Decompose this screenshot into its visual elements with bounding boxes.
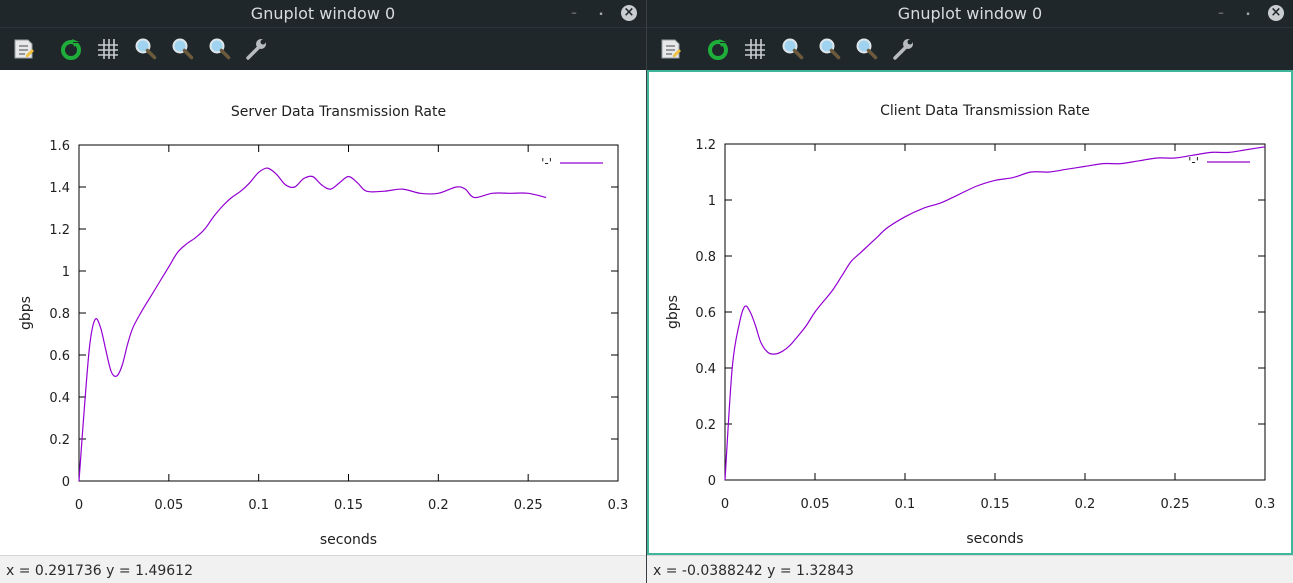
x-tick-label: 0 xyxy=(75,498,83,513)
close-button[interactable]: × xyxy=(621,5,637,21)
y-tick-label: 0.4 xyxy=(695,362,716,377)
window-title: Gnuplot window 0 xyxy=(250,4,396,23)
y-tick-label: 0.4 xyxy=(49,391,70,406)
x-tick-label: 0.05 xyxy=(801,497,830,512)
refresh-icon[interactable] xyxy=(705,36,731,62)
window-titlebar[interactable]: Gnuplot window 0 – ⬝ × xyxy=(647,0,1293,27)
y-tick-label: 0.2 xyxy=(49,433,70,448)
legend-entry-label: '-' xyxy=(541,156,552,170)
y-tick-label: 0.6 xyxy=(695,306,716,321)
replot-icon[interactable] xyxy=(658,36,684,62)
toolbar xyxy=(0,27,646,71)
status-bar: x = -0.0388242 y = 1.32843 xyxy=(647,555,1293,583)
replot-icon[interactable] xyxy=(11,36,37,62)
x-tick-label: 0.15 xyxy=(334,498,363,513)
y-tick-label: 1.2 xyxy=(49,223,70,238)
toolbar xyxy=(647,27,1293,71)
close-button[interactable]: × xyxy=(1268,5,1284,21)
client-rate-chart: Client Data Transmission Rate 0 0.05 0.1 0.1… xyxy=(665,103,1276,547)
x-tick-label: 0.1 xyxy=(248,498,269,513)
chart-title: Server Data Transmission Rate xyxy=(231,104,446,120)
grid-icon[interactable] xyxy=(95,36,121,62)
refresh-icon[interactable] xyxy=(58,36,84,62)
window-title: Gnuplot window 0 xyxy=(897,4,1043,23)
cursor-coordinates: x = 0.291736 y = 1.49612 xyxy=(6,563,193,579)
y-tick-label: 1 xyxy=(62,265,70,280)
y-tick-label: 1.6 xyxy=(49,139,70,154)
window-titlebar[interactable]: Gnuplot window 0 – ⬝ × xyxy=(0,0,646,27)
series-line xyxy=(78,167,547,482)
zoom-previous-icon[interactable] xyxy=(132,36,158,62)
zoom-next-icon[interactable] xyxy=(169,36,195,62)
gnuplot-window-client[interactable]: Gnuplot window 0 – ⬝ × Client Data Trans… xyxy=(647,0,1293,583)
status-bar: x = 0.291736 y = 1.49612 xyxy=(0,555,646,583)
x-axis-label: seconds xyxy=(320,532,377,548)
x-axis-label: seconds xyxy=(966,531,1023,547)
series-line xyxy=(724,146,1266,481)
zoom-next-icon[interactable] xyxy=(816,36,842,62)
chart-title: Client Data Transmission Rate xyxy=(880,103,1090,119)
y-tick-label: 0.6 xyxy=(49,349,70,364)
y-axis-label: gbps xyxy=(18,296,34,330)
maximize-button[interactable]: ⬝ xyxy=(1246,6,1250,20)
settings-wrench-icon[interactable] xyxy=(243,36,269,62)
plot-border xyxy=(724,143,1266,481)
x-tick-label: 0 xyxy=(721,497,729,512)
x-tick-label: 0.2 xyxy=(1075,497,1096,512)
x-tick-label: 0.1 xyxy=(895,497,916,512)
x-tick-label: 0.05 xyxy=(154,498,183,513)
gnuplot-window-server[interactable]: Gnuplot window 0 – ⬝ × Server Data Trans… xyxy=(0,0,646,583)
server-rate-chart: Server Data Transmission Rate 0 0.05 0.1 0.1… xyxy=(18,104,629,548)
maximize-button[interactable]: ⬝ xyxy=(599,6,603,20)
x-tick-label: 0.25 xyxy=(514,498,543,513)
plot-canvas[interactable]: Server Data Transmission Rate 0 0.05 0.1 0.1… xyxy=(0,70,646,555)
y-tick-label: 0 xyxy=(62,475,70,490)
y-tick-label: 0.8 xyxy=(695,250,716,265)
minimize-button[interactable]: – xyxy=(571,6,577,19)
x-tick-label: 0.2 xyxy=(428,498,449,513)
zoom-previous-icon[interactable] xyxy=(779,36,805,62)
y-tick-label: 1.4 xyxy=(49,181,70,196)
x-tick-label: 0.3 xyxy=(608,498,629,513)
x-tick-label: 0.3 xyxy=(1255,497,1276,512)
x-tick-label: 0.25 xyxy=(1161,497,1190,512)
y-tick-label: 1 xyxy=(708,194,716,209)
plot-canvas[interactable]: Client Data Transmission Rate 0 0.05 0.1 0.1… xyxy=(647,70,1293,555)
x-tick-label: 0.15 xyxy=(981,497,1010,512)
y-tick-label: 0.2 xyxy=(695,418,716,433)
y-tick-label: 1.2 xyxy=(695,138,716,153)
settings-wrench-icon[interactable] xyxy=(890,36,916,62)
y-axis-label: gbps xyxy=(665,295,681,329)
grid-icon[interactable] xyxy=(742,36,768,62)
unzoom-icon[interactable] xyxy=(206,36,232,62)
legend-entry-label: '-' xyxy=(1188,155,1199,169)
y-tick-label: 0 xyxy=(708,474,716,489)
y-tick-label: 0.8 xyxy=(49,307,70,322)
minimize-button[interactable]: – xyxy=(1218,6,1224,19)
unzoom-icon[interactable] xyxy=(853,36,879,62)
cursor-coordinates: x = -0.0388242 y = 1.32843 xyxy=(653,563,854,579)
